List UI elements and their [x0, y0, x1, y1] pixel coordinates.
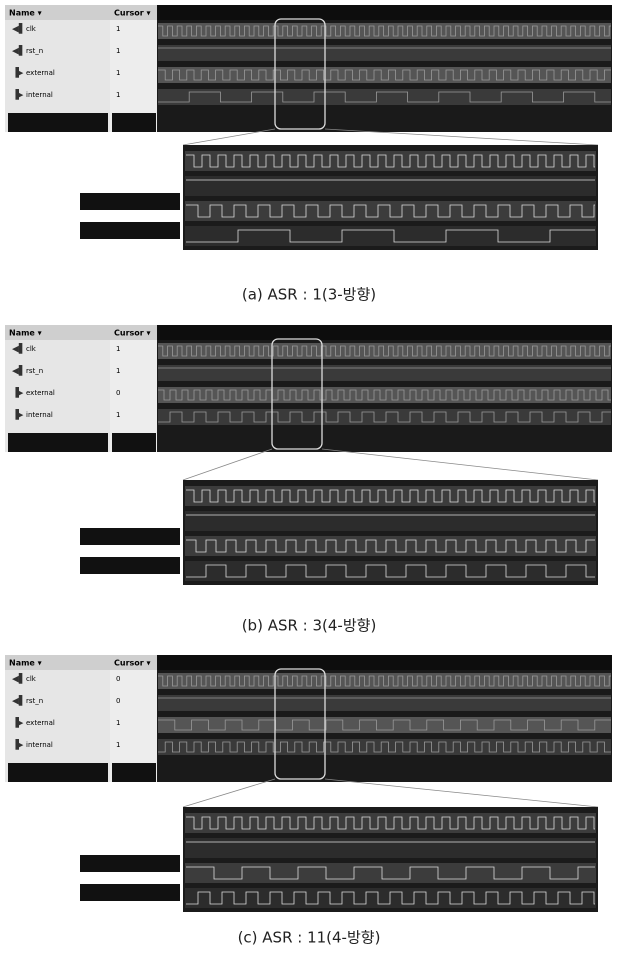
signal-value: 1 — [116, 719, 120, 727]
zoom-row — [185, 536, 596, 556]
zoom-row — [185, 561, 596, 581]
wave-row — [158, 409, 611, 425]
signal-value: 1 — [116, 69, 120, 77]
zoom-label — [80, 884, 180, 901]
signal-value: 0 — [116, 675, 120, 683]
cursor-header: Cursor ▾ — [114, 9, 151, 18]
wave-row — [158, 67, 611, 83]
wave-row — [158, 739, 611, 755]
signal-icon: ▐▸ — [12, 717, 24, 729]
zoom-row — [185, 151, 596, 171]
wave-row — [158, 343, 611, 359]
signal-name: rst_n — [26, 697, 43, 705]
zoom-row — [185, 226, 596, 246]
zoom-line — [183, 779, 275, 807]
zoom-label — [80, 528, 180, 545]
signal-value: 1 — [116, 411, 120, 419]
caption: (c) ASR : 11(4-방향) — [238, 929, 381, 947]
signal-value: 1 — [116, 367, 120, 375]
signal-icon: ◀▌ — [12, 45, 26, 57]
signal-value: 0 — [116, 389, 120, 397]
caption: (b) ASR : 3(4-방향) — [242, 617, 377, 635]
panel: Name ▾Cursor ▾◀▌clk0◀▌rst_n0▐▸external1▐… — [5, 655, 612, 947]
name-header: Name ▾ — [9, 9, 42, 18]
name-footer — [8, 763, 108, 782]
signal-icon: ◀▌ — [12, 695, 26, 707]
cursor-footer — [112, 113, 156, 132]
wave-row — [158, 89, 611, 105]
signal-name: internal — [26, 741, 53, 749]
zoom-row — [185, 863, 596, 883]
cursor-footer — [112, 763, 156, 782]
signal-name: internal — [26, 91, 53, 99]
signal-value: 1 — [116, 91, 120, 99]
wave-header — [157, 655, 612, 670]
signal-name: external — [26, 389, 55, 397]
signal-name: clk — [26, 25, 37, 33]
signal-icon: ◀▌ — [12, 343, 26, 355]
zoom-row — [185, 486, 596, 506]
panel: Name ▾Cursor ▾◀▌clk1◀▌rst_n1▐▸external0▐… — [5, 325, 612, 635]
signal-icon: ◀▌ — [12, 23, 26, 35]
signal-icon: ▐▸ — [12, 89, 24, 101]
zoom-label — [80, 193, 180, 210]
wave-row — [158, 45, 611, 61]
wave-row — [158, 717, 611, 733]
figure: Name ▾Cursor ▾◀▌clk1◀▌rst_n1▐▸external1▐… — [0, 0, 619, 959]
zoom-line — [322, 449, 598, 480]
zoom-label — [80, 222, 180, 239]
signal-icon: ▐▸ — [12, 409, 24, 421]
zoom-line — [183, 449, 272, 480]
zoom-row — [185, 838, 596, 858]
zoom-row — [185, 176, 596, 196]
signal-icon: ◀▌ — [12, 673, 26, 685]
signal-icon: ◀▌ — [12, 365, 26, 377]
page: Name ▾Cursor ▾◀▌clk1◀▌rst_n1▐▸external1▐… — [0, 0, 619, 959]
signal-name: clk — [26, 675, 37, 683]
signal-name: external — [26, 719, 55, 727]
signal-name: clk — [26, 345, 37, 353]
signal-icon: ▐▸ — [12, 739, 24, 751]
signal-value: 1 — [116, 741, 120, 749]
signal-value: 1 — [116, 345, 120, 353]
cursor-header: Cursor ▾ — [114, 329, 151, 338]
cursor-footer — [112, 433, 156, 452]
wave-row — [158, 387, 611, 403]
signal-value: 1 — [116, 25, 120, 33]
wave-header — [157, 5, 612, 20]
signal-value: 1 — [116, 47, 120, 55]
zoom-label — [80, 557, 180, 574]
name-footer — [8, 433, 108, 452]
wave-row — [158, 695, 611, 711]
signal-name: rst_n — [26, 367, 43, 375]
name-header: Name ▾ — [9, 659, 42, 668]
wave-row — [158, 23, 611, 39]
signal-icon: ▐▸ — [12, 67, 24, 79]
name-footer — [8, 113, 108, 132]
wave-row — [158, 673, 611, 689]
signal-name: rst_n — [26, 47, 43, 55]
cursor-header: Cursor ▾ — [114, 659, 151, 668]
signal-icon: ▐▸ — [12, 387, 24, 399]
signal-name: internal — [26, 411, 53, 419]
zoom-label — [80, 855, 180, 872]
signal-value: 0 — [116, 697, 120, 705]
caption: (a) ASR : 1(3-방향) — [242, 286, 376, 304]
wave-header — [157, 325, 612, 340]
name-header: Name ▾ — [9, 329, 42, 338]
zoom-row — [185, 511, 596, 531]
signal-name: external — [26, 69, 55, 77]
zoom-row — [185, 813, 596, 833]
wave-row — [158, 365, 611, 381]
zoom-line — [325, 779, 598, 807]
